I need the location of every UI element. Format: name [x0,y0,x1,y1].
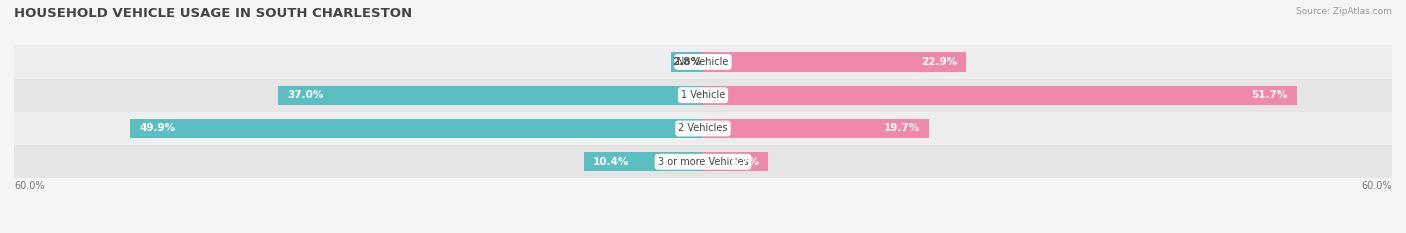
Bar [703,52,966,72]
Bar [703,152,769,171]
Text: 10.4%: 10.4% [593,157,628,167]
Text: 3 or more Vehicles: 3 or more Vehicles [658,157,748,167]
Text: No Vehicle: No Vehicle [678,57,728,67]
Bar [14,112,1392,145]
Bar [14,45,1392,79]
Bar [703,119,929,138]
Text: 19.7%: 19.7% [884,123,920,134]
Text: 22.9%: 22.9% [921,57,956,67]
Text: 49.9%: 49.9% [139,123,176,134]
Text: Source: ZipAtlas.com: Source: ZipAtlas.com [1296,7,1392,16]
Text: 60.0%: 60.0% [1361,181,1392,191]
Text: HOUSEHOLD VEHICLE USAGE IN SOUTH CHARLESTON: HOUSEHOLD VEHICLE USAGE IN SOUTH CHARLES… [14,7,412,20]
Text: 37.0%: 37.0% [287,90,323,100]
Bar [129,119,703,138]
Text: 2 Vehicles: 2 Vehicles [678,123,728,134]
Bar [14,145,1392,178]
Bar [671,52,703,72]
Bar [703,86,1296,105]
Text: 51.7%: 51.7% [1251,90,1288,100]
Text: 1 Vehicle: 1 Vehicle [681,90,725,100]
Text: 60.0%: 60.0% [14,181,45,191]
Bar [583,152,703,171]
Bar [14,79,1392,112]
Text: 2.8%: 2.8% [672,57,702,67]
Text: 5.7%: 5.7% [730,157,759,167]
Bar [278,86,703,105]
